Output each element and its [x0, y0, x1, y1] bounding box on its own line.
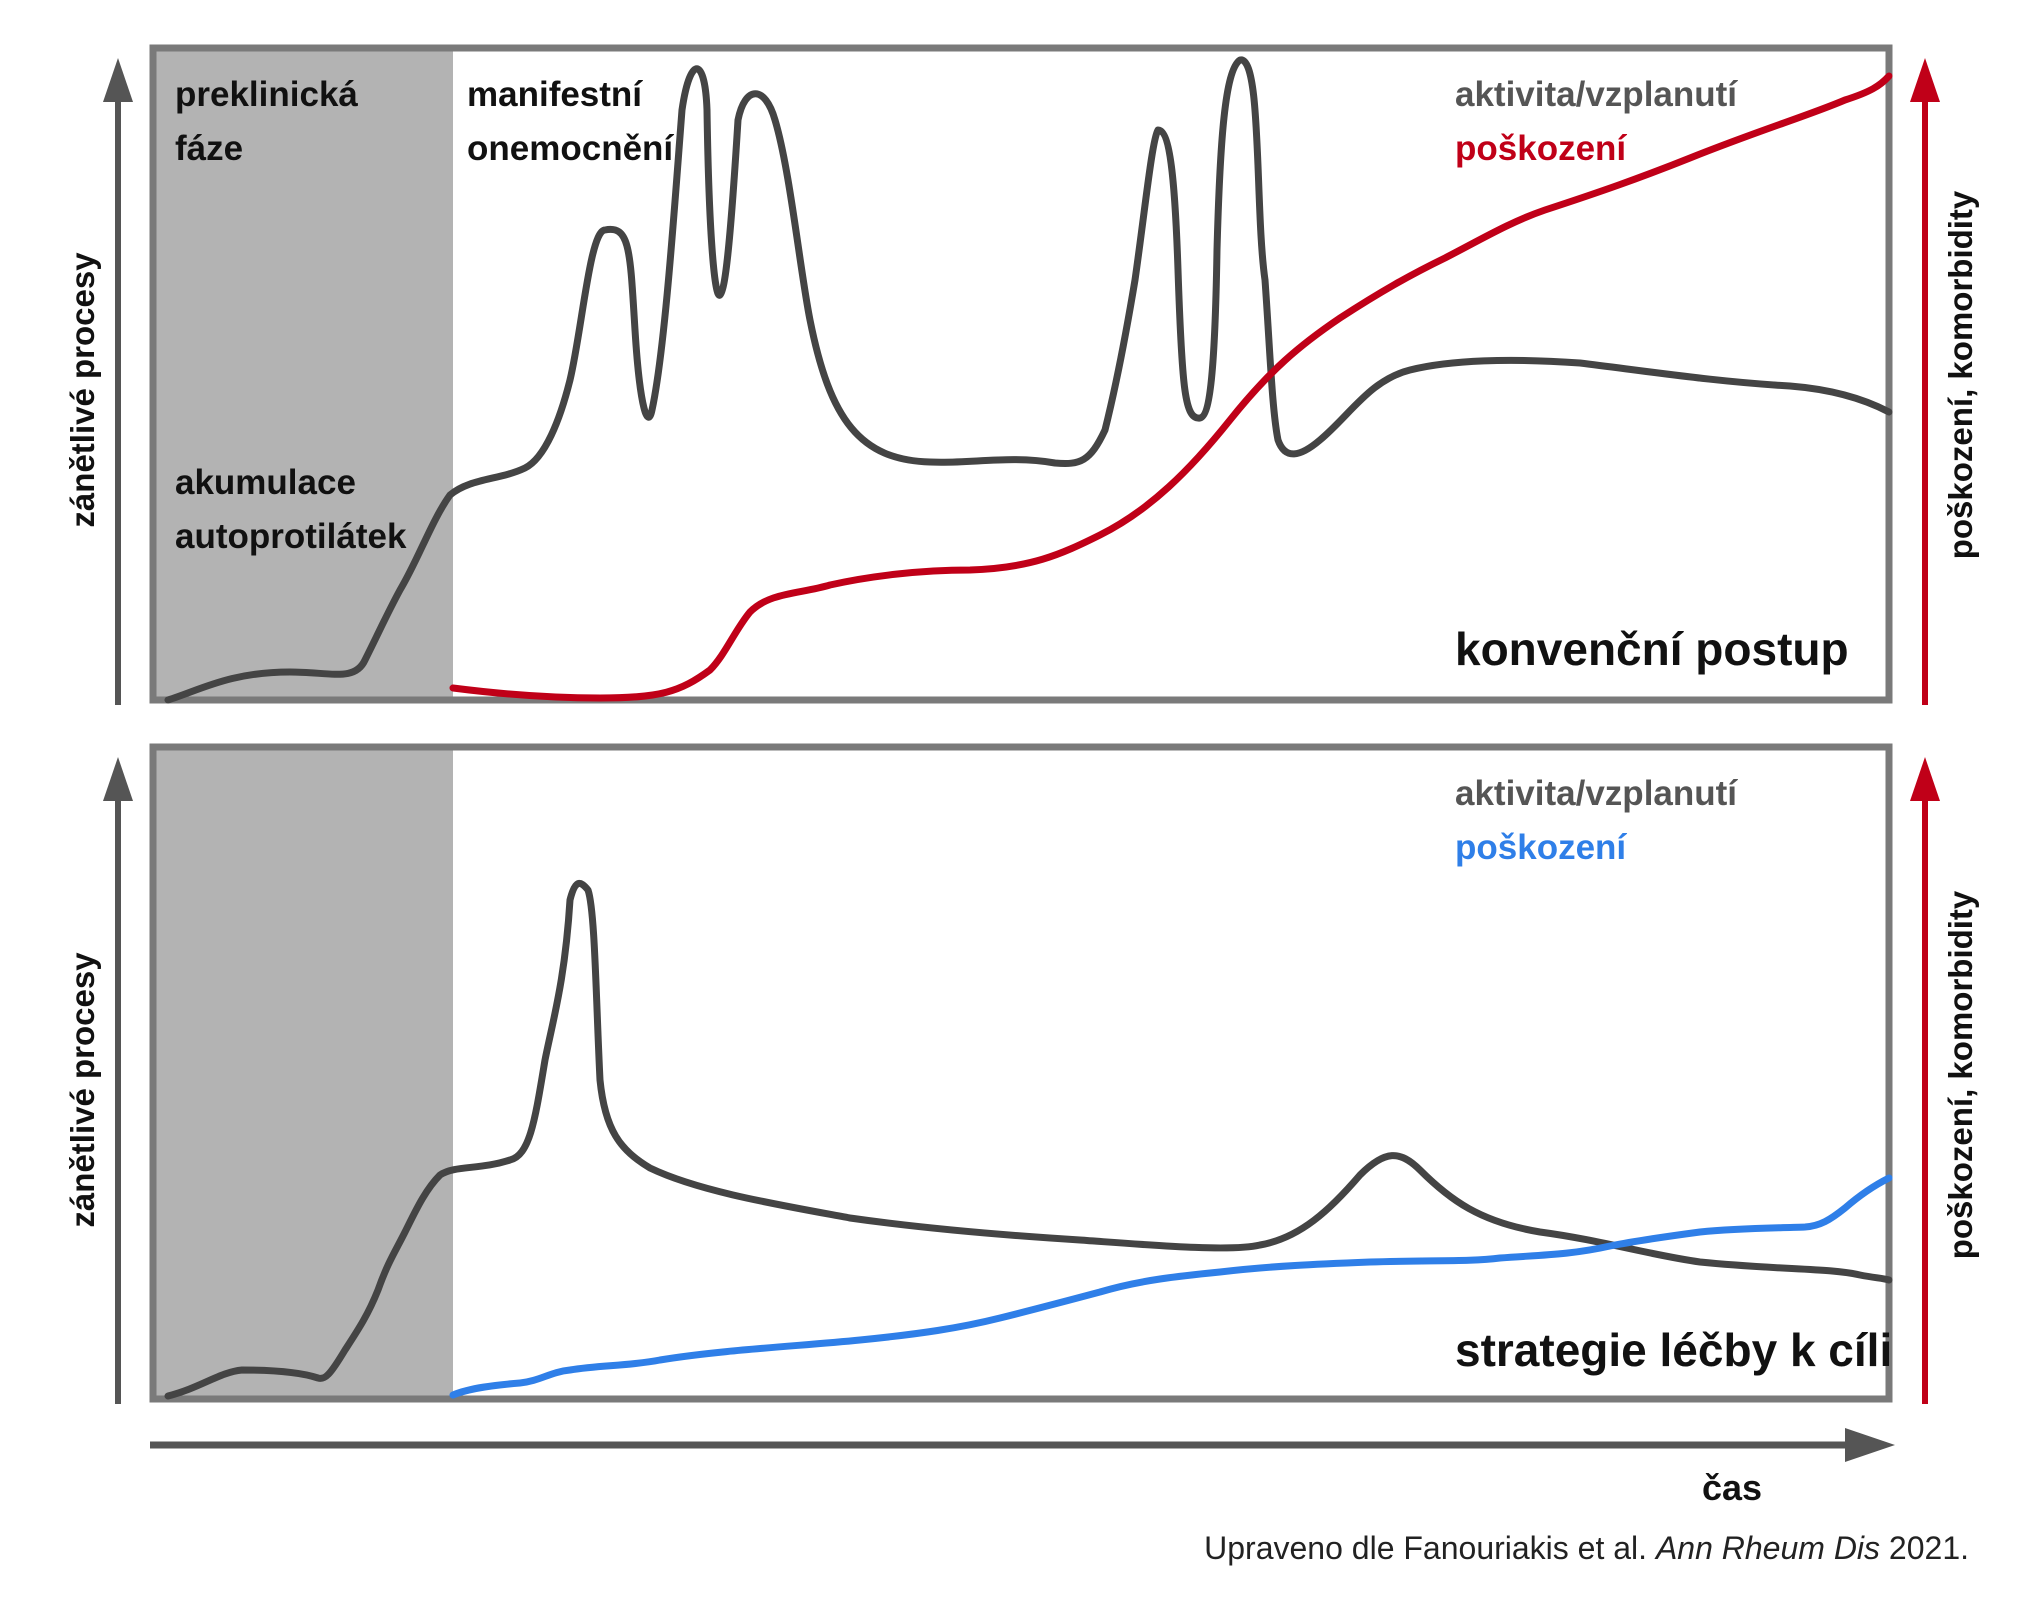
top-autoantibodies-label: akumulace autoprotilátek: [175, 463, 407, 556]
top-left-axis-label: zánětlivé procesy: [64, 252, 101, 528]
top-panel-frame: [149, 44, 1893, 704]
top-damage-line: [449, 72, 1893, 702]
bottom-panel: aktivita/vzplanutí poškození strategie l…: [64, 743, 1979, 1404]
bottom-right-axis-label: poškození, komorbidity: [1942, 890, 1979, 1259]
time-axis-label: čas: [1702, 1467, 1762, 1508]
top-panel: preklinická fáze manifestní onemocnění a…: [64, 44, 1979, 705]
bottom-panel-frame: [149, 743, 1893, 1403]
top-phase-label: preklinická fáze: [175, 75, 368, 168]
bottom-activity-line: [164, 880, 1893, 1400]
time-axis-arrowhead: [1845, 1428, 1895, 1462]
top-strategy-title: konvenční postup: [1455, 623, 1849, 675]
bottom-right-axis-arrowhead: [1910, 757, 1940, 801]
top-legend-activity: aktivita/vzplanutí: [1455, 75, 1738, 114]
bottom-damage-line: [449, 1174, 1893, 1399]
top-left-axis-arrowhead: [103, 58, 133, 102]
top-right-axis-label: poškození, komorbidity: [1942, 190, 1979, 559]
citation-suffix: 2021.: [1880, 1530, 1969, 1566]
top-activity-line: [164, 56, 1893, 704]
bottom-preclinical-shade: [153, 747, 453, 1399]
top-manifest-label: manifestní onemocnění: [467, 75, 674, 168]
bottom-strategy-title: strategie léčby k cíli: [1455, 1324, 1892, 1376]
top-right-axis-arrowhead: [1910, 58, 1940, 102]
citation: Upraveno dle Fanouriakis et al. Ann Rheu…: [1204, 1530, 1969, 1567]
bottom-legend-activity: aktivita/vzplanutí: [1455, 774, 1738, 813]
citation-prefix: Upraveno dle Fanouriakis et al.: [1204, 1530, 1656, 1566]
time-axis: čas: [150, 1428, 1895, 1508]
bottom-left-axis-arrowhead: [103, 757, 133, 801]
bottom-left-axis-label: zánětlivé procesy: [64, 952, 101, 1228]
bottom-legend-damage: poškození: [1455, 828, 1627, 867]
top-legend-damage: poškození: [1455, 129, 1627, 168]
citation-journal: Ann Rheum Dis: [1655, 1530, 1881, 1566]
